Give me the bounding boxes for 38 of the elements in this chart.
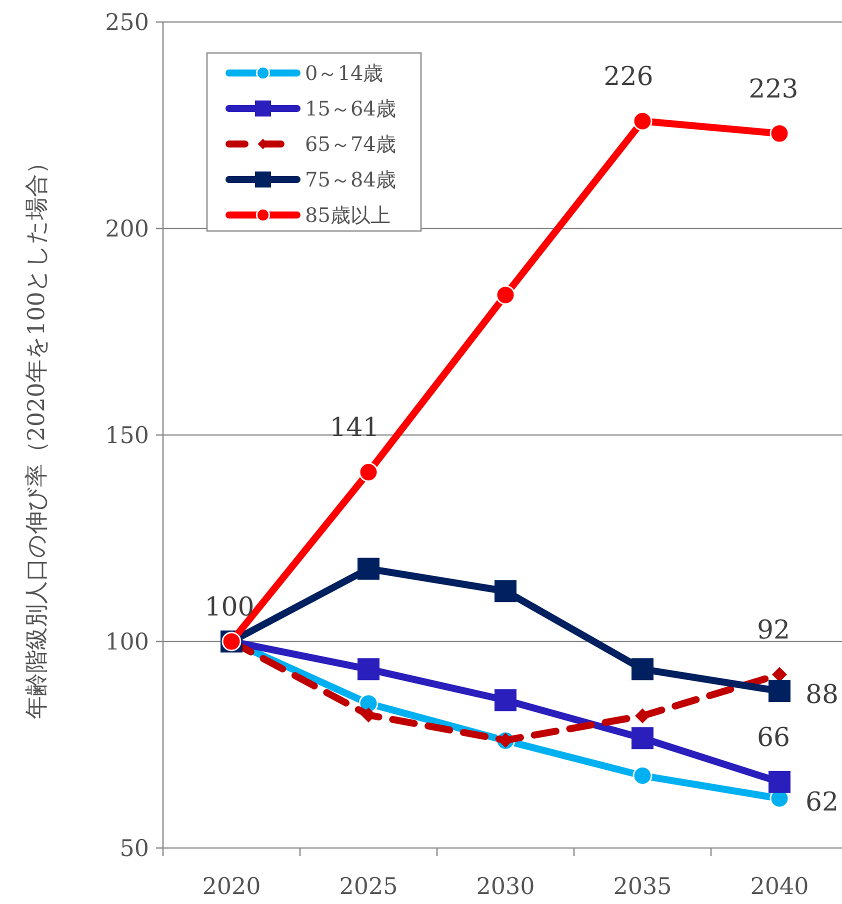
y-tick-label: 250 bbox=[105, 10, 149, 36]
legend-label: 65～74歳 bbox=[305, 132, 396, 156]
x-tick-label: 2040 bbox=[750, 874, 809, 900]
x-tick-label: 2030 bbox=[476, 874, 535, 900]
point bbox=[632, 727, 654, 750]
point bbox=[632, 111, 652, 131]
data-label: 88 bbox=[806, 680, 839, 710]
x-tick-label: 2025 bbox=[339, 874, 398, 900]
data-label: 66 bbox=[756, 722, 790, 753]
x-tick-label: 2020 bbox=[202, 874, 261, 900]
y-tick-label: 150 bbox=[105, 423, 149, 449]
point bbox=[772, 667, 787, 682]
data-label: 226 bbox=[604, 62, 654, 92]
point bbox=[358, 658, 380, 680]
point bbox=[494, 689, 516, 712]
legend-label: 85歳以上 bbox=[305, 203, 390, 227]
data-label: 223 bbox=[748, 74, 798, 105]
point bbox=[496, 285, 516, 305]
point bbox=[494, 580, 516, 602]
y-tick-label: 200 bbox=[105, 216, 149, 242]
x-tick-label: 2035 bbox=[613, 874, 672, 900]
legend-label: 0～14歳 bbox=[305, 61, 384, 85]
point bbox=[635, 708, 650, 724]
data-label: 62 bbox=[806, 787, 839, 818]
y-tick-label: 100 bbox=[105, 630, 149, 656]
point bbox=[358, 558, 380, 580]
y-tick-label: 50 bbox=[120, 836, 149, 862]
data-label: 92 bbox=[756, 616, 790, 646]
point bbox=[632, 658, 654, 680]
point bbox=[768, 680, 790, 702]
point bbox=[632, 766, 652, 786]
legend-label: 75～84歳 bbox=[305, 168, 396, 192]
point bbox=[358, 462, 378, 482]
point bbox=[770, 124, 790, 144]
y-axis-title: 年齢階級別人口の伸び率（2020年を100とした場合） bbox=[24, 150, 50, 720]
data-label: 100 bbox=[204, 592, 254, 622]
point bbox=[768, 770, 790, 793]
legend-label: 15～64歳 bbox=[305, 96, 396, 120]
